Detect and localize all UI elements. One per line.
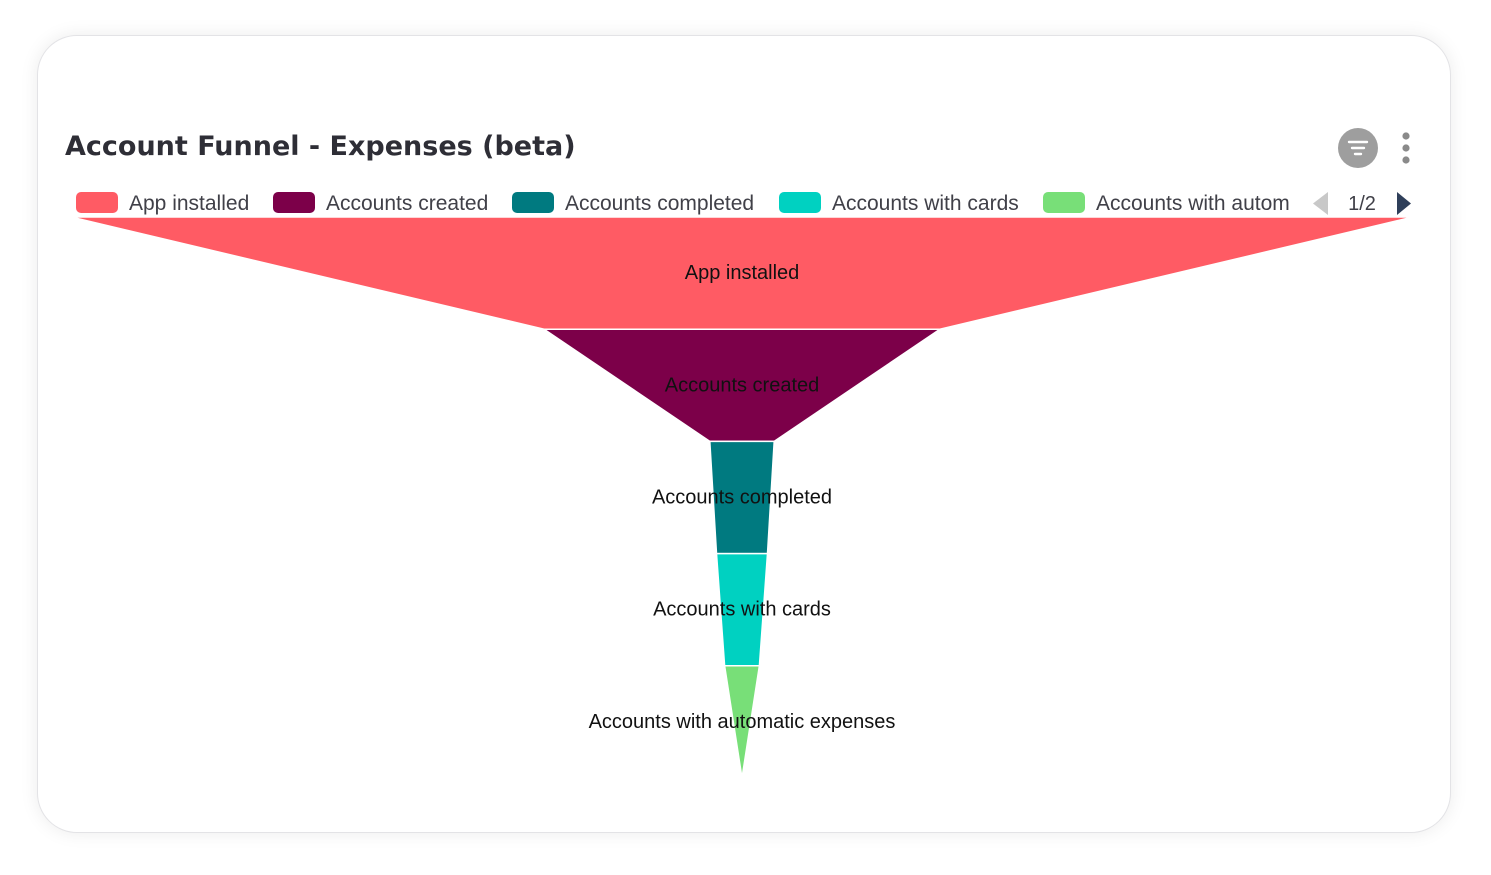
filter-button[interactable] — [1338, 128, 1378, 168]
legend-swatch — [273, 192, 315, 213]
funnel-labels: App installed Accounts created Accounts co… — [589, 262, 896, 733]
chart-title: Account Funnel - Expenses (beta) — [65, 131, 576, 162]
legend-item-app-installed[interactable]: App installed — [76, 192, 249, 215]
filter-icon — [1347, 140, 1369, 156]
legend-item-accounts-with-automatic-expenses[interactable]: Accounts with autom — [1043, 192, 1290, 215]
funnel-segments — [70, 216, 1414, 779]
funnel-segment-accounts-with-automatic-expenses[interactable] — [723, 665, 761, 779]
more-options-button[interactable] — [1394, 130, 1418, 166]
caret-right-icon[interactable] — [1397, 192, 1411, 215]
legend-label: App installed — [129, 192, 249, 215]
legend-swatch — [779, 192, 821, 213]
legend-page-indicator: 1/2 — [1348, 193, 1376, 215]
caret-left-icon[interactable] — [1313, 192, 1328, 215]
legend-swatch — [76, 192, 118, 213]
funnel-label-accounts-with-automatic-expenses: Accounts with automatic expenses — [589, 711, 896, 733]
legend-item-accounts-completed[interactable]: Accounts completed — [512, 192, 754, 215]
funnel-label-accounts-with-cards: Accounts with cards — [653, 599, 831, 621]
legend: App installed Accounts created Accounts co… — [76, 192, 1411, 215]
legend-item-accounts-created[interactable]: Accounts created — [273, 192, 488, 215]
legend-label: Accounts completed — [565, 192, 754, 215]
legend-swatch — [1043, 192, 1085, 213]
legend-label: Accounts created — [326, 192, 488, 215]
legend-label: Accounts with autom — [1096, 192, 1290, 215]
more-vertical-icon — [1402, 132, 1410, 164]
legend-label: Accounts with cards — [832, 192, 1019, 215]
legend-swatch — [512, 192, 554, 213]
funnel-label-accounts-created: Accounts created — [665, 374, 820, 396]
legend-item-accounts-with-cards[interactable]: Accounts with cards — [779, 192, 1019, 215]
funnel-label-accounts-completed: Accounts completed — [652, 487, 832, 509]
funnel-label-app-installed: App installed — [685, 262, 800, 284]
